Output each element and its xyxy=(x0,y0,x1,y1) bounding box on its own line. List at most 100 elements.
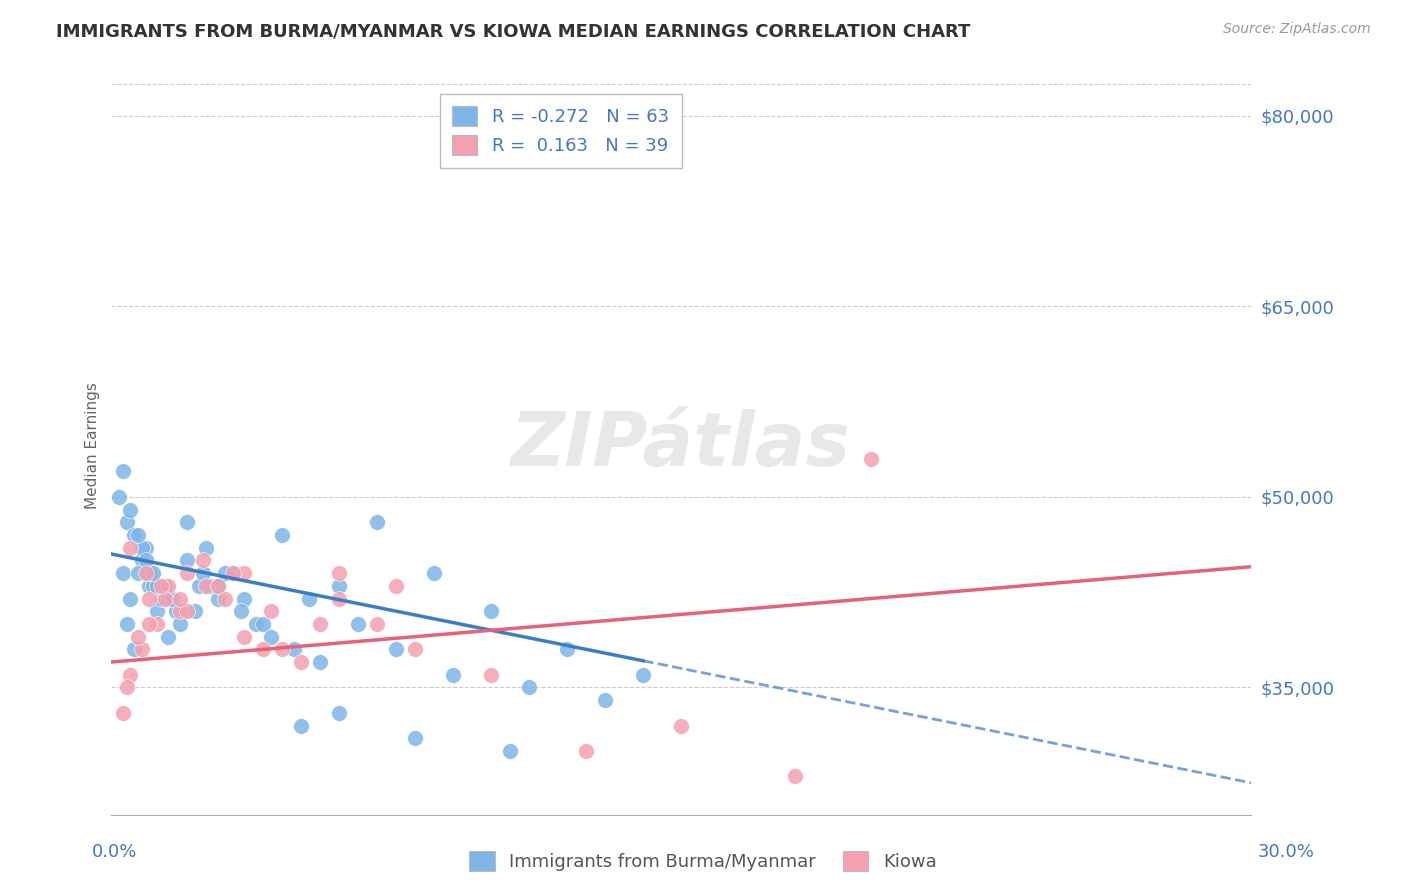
Point xyxy=(385,579,408,593)
Legend: Immigrants from Burma/Myanmar, Kiowa: Immigrants from Burma/Myanmar, Kiowa xyxy=(463,844,943,879)
Point xyxy=(195,579,218,593)
Point xyxy=(153,591,176,606)
Point xyxy=(191,553,214,567)
Point xyxy=(593,693,616,707)
Point xyxy=(169,604,191,618)
Point xyxy=(222,566,245,580)
Point xyxy=(260,604,283,618)
Point xyxy=(309,616,332,631)
Point xyxy=(135,541,157,555)
Point xyxy=(120,502,142,516)
Point xyxy=(290,718,312,732)
Point xyxy=(115,681,138,695)
Point xyxy=(631,667,654,681)
Point xyxy=(120,667,142,681)
Text: 0.0%: 0.0% xyxy=(91,843,136,861)
Point xyxy=(271,528,294,542)
Point xyxy=(283,642,305,657)
Point xyxy=(122,642,145,657)
Point xyxy=(187,579,209,593)
Point xyxy=(153,579,176,593)
Point xyxy=(252,642,274,657)
Point xyxy=(176,566,198,580)
Point xyxy=(252,616,274,631)
Legend: R = -0.272   N = 63, R =  0.163   N = 39: R = -0.272 N = 63, R = 0.163 N = 39 xyxy=(440,94,682,168)
Point xyxy=(157,579,180,593)
Point xyxy=(142,566,165,580)
Point xyxy=(860,451,883,466)
Point xyxy=(499,744,522,758)
Point xyxy=(233,566,256,580)
Point xyxy=(347,616,370,631)
Point xyxy=(271,642,294,657)
Point xyxy=(157,591,180,606)
Point xyxy=(176,553,198,567)
Point xyxy=(131,553,153,567)
Point xyxy=(131,541,153,555)
Point xyxy=(207,591,229,606)
Point xyxy=(111,566,134,580)
Point xyxy=(138,591,160,606)
Point xyxy=(111,464,134,478)
Point xyxy=(298,591,321,606)
Point xyxy=(260,630,283,644)
Point xyxy=(127,630,149,644)
Point xyxy=(207,579,229,593)
Point xyxy=(176,515,198,529)
Point xyxy=(120,541,142,555)
Point xyxy=(115,616,138,631)
Point xyxy=(195,541,218,555)
Point xyxy=(479,604,502,618)
Point xyxy=(229,604,252,618)
Point xyxy=(328,591,350,606)
Text: Source: ZipAtlas.com: Source: ZipAtlas.com xyxy=(1223,22,1371,37)
Point xyxy=(146,616,169,631)
Point xyxy=(328,706,350,720)
Text: ZIPátlas: ZIPátlas xyxy=(512,409,851,483)
Point xyxy=(122,528,145,542)
Point xyxy=(127,566,149,580)
Point xyxy=(111,706,134,720)
Point xyxy=(404,642,426,657)
Point xyxy=(169,616,191,631)
Point xyxy=(135,553,157,567)
Point xyxy=(385,642,408,657)
Point xyxy=(441,667,464,681)
Point xyxy=(120,591,142,606)
Point xyxy=(138,566,160,580)
Point xyxy=(328,579,350,593)
Point xyxy=(135,566,157,580)
Point xyxy=(214,566,236,580)
Point xyxy=(142,579,165,593)
Point xyxy=(146,604,169,618)
Point xyxy=(366,515,388,529)
Point xyxy=(404,731,426,746)
Point xyxy=(157,630,180,644)
Point xyxy=(176,604,198,618)
Point xyxy=(115,515,138,529)
Text: 30.0%: 30.0% xyxy=(1258,843,1315,861)
Point xyxy=(309,655,332,669)
Point xyxy=(108,490,131,504)
Point xyxy=(214,591,236,606)
Point xyxy=(131,642,153,657)
Point xyxy=(575,744,598,758)
Point xyxy=(149,591,172,606)
Point xyxy=(127,528,149,542)
Point xyxy=(138,579,160,593)
Point xyxy=(169,591,191,606)
Point xyxy=(423,566,446,580)
Point xyxy=(290,655,312,669)
Point xyxy=(555,642,578,657)
Point xyxy=(328,566,350,580)
Point xyxy=(184,604,207,618)
Point xyxy=(245,616,267,631)
Point xyxy=(191,566,214,580)
Point xyxy=(785,769,807,783)
Point xyxy=(233,591,256,606)
Point xyxy=(160,591,183,606)
Point xyxy=(138,616,160,631)
Y-axis label: Median Earnings: Median Earnings xyxy=(86,383,100,509)
Point xyxy=(222,566,245,580)
Point xyxy=(207,579,229,593)
